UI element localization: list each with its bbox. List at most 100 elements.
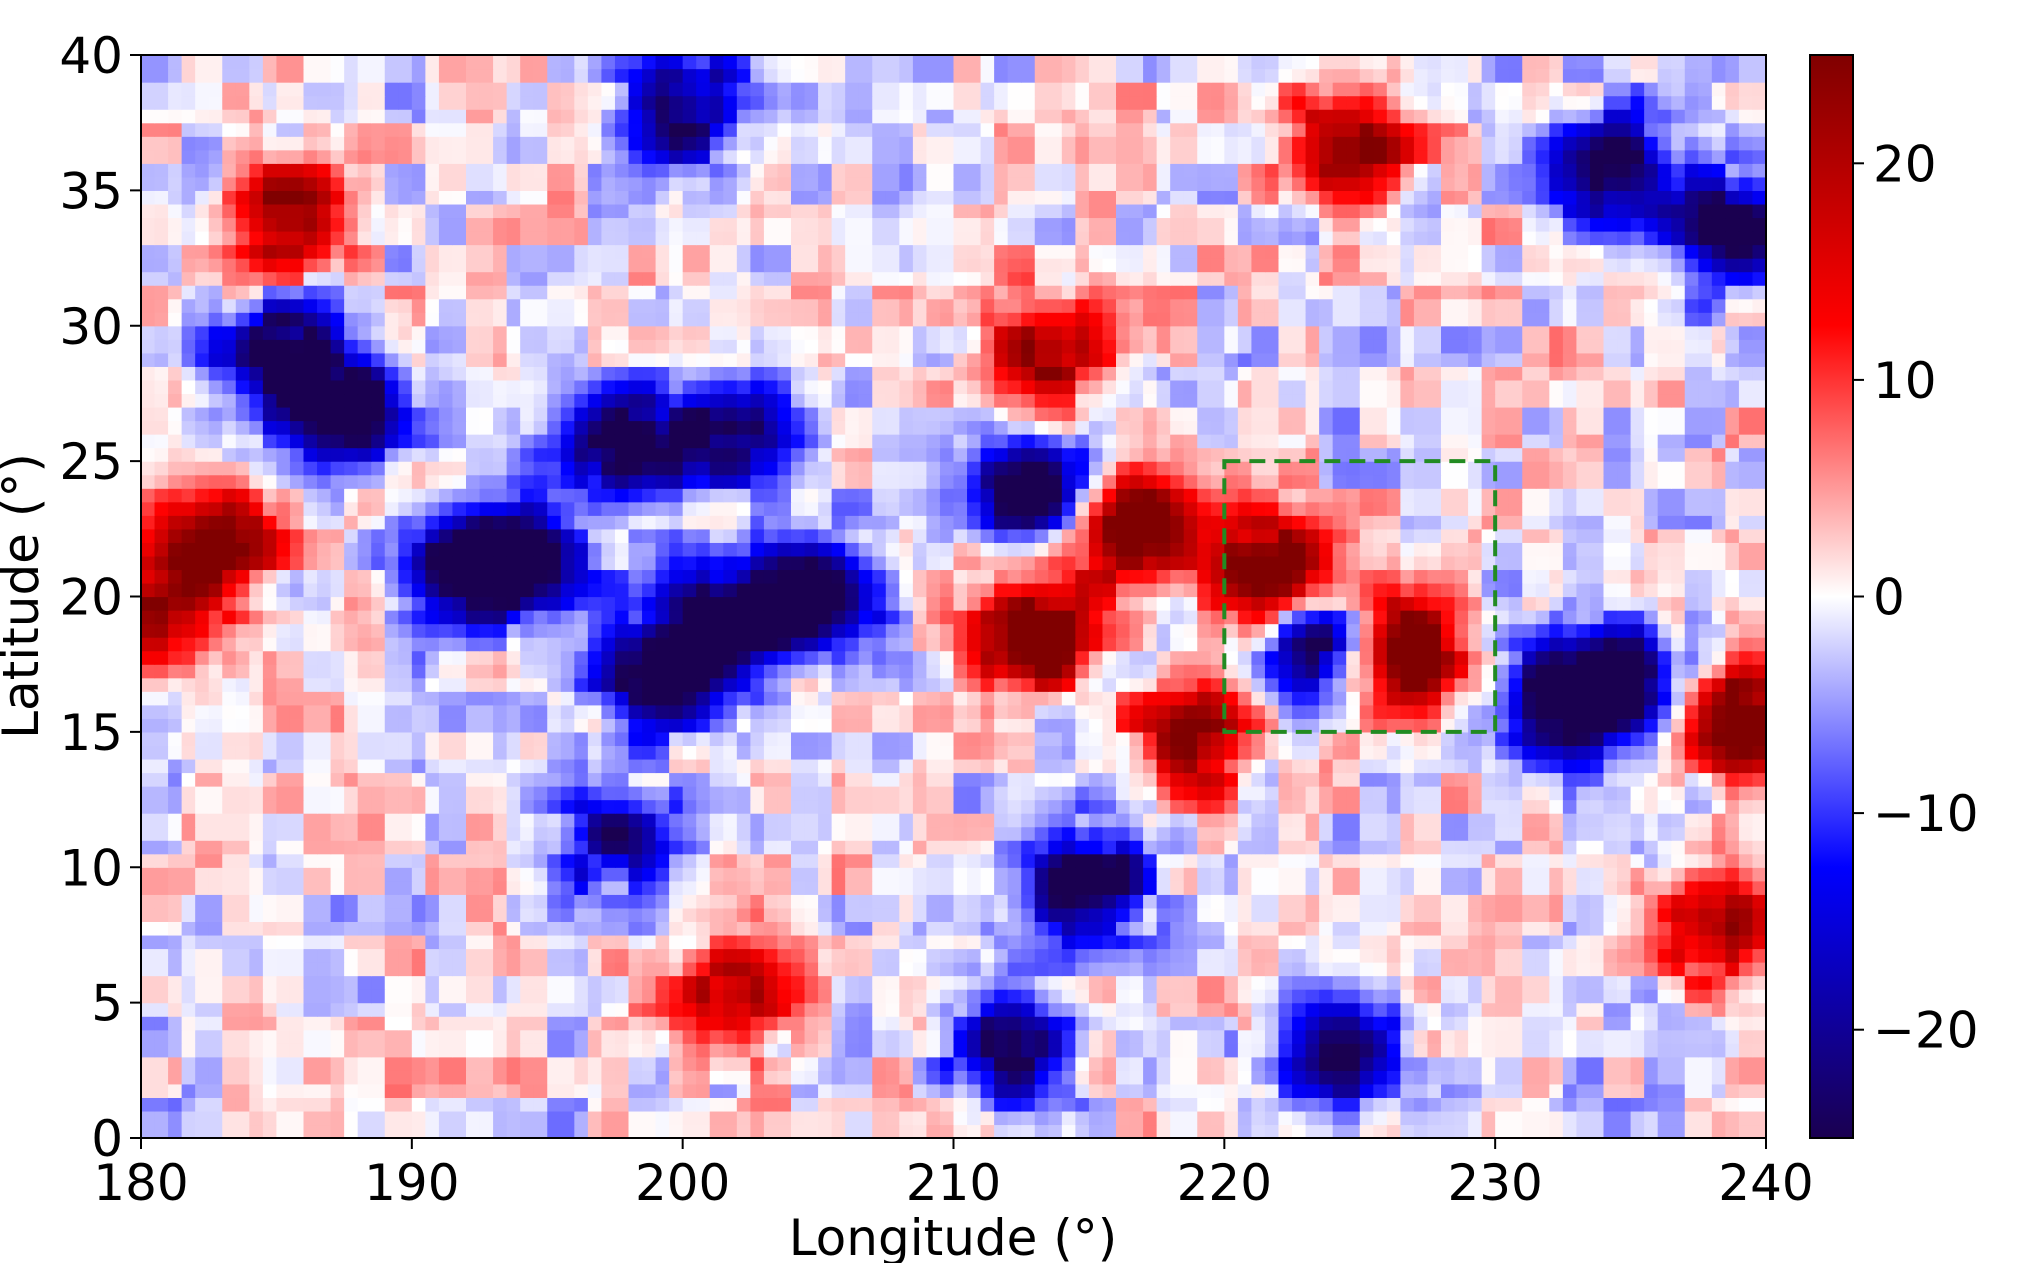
heatmap-cell — [1481, 650, 1496, 665]
heatmap-cell — [560, 853, 575, 868]
heatmap-cell — [858, 948, 873, 963]
heatmap-cell — [303, 1110, 318, 1126]
heatmap-cell — [547, 1124, 562, 1138]
heatmap-cell — [1102, 704, 1117, 719]
heatmap-cell — [1116, 745, 1131, 760]
heatmap-cell — [289, 934, 305, 950]
heatmap-cell — [547, 1029, 562, 1044]
heatmap-cell — [1630, 786, 1645, 801]
heatmap-cell — [872, 718, 887, 733]
heatmap-cell — [804, 826, 819, 841]
heatmap-cell — [1332, 1124, 1347, 1138]
heatmap-cell — [1684, 1124, 1699, 1138]
heatmap-cell — [141, 921, 156, 936]
heatmap-cell — [317, 948, 332, 963]
heatmap-cell — [452, 704, 467, 719]
heatmap-cell — [384, 840, 399, 855]
heatmap-cell — [411, 934, 426, 950]
heatmap-cell — [276, 745, 291, 760]
heatmap-cell — [425, 1029, 440, 1044]
heatmap-cell — [181, 704, 196, 719]
heatmap-cell — [723, 948, 738, 963]
heatmap-cell — [1589, 813, 1605, 828]
heatmap-cell — [1752, 1083, 1766, 1098]
heatmap-cell — [736, 989, 751, 1004]
heatmap-cell — [1373, 921, 1388, 936]
heatmap-cell — [357, 880, 372, 895]
heatmap-cell — [1400, 867, 1415, 882]
heatmap-cell — [493, 664, 508, 679]
heatmap-cell — [384, 664, 399, 679]
heatmap-cell — [1264, 880, 1280, 895]
heatmap-cell — [1386, 731, 1401, 747]
heatmap-cell — [506, 1056, 521, 1071]
heatmap-cell — [709, 569, 724, 584]
heatmap-cell — [506, 745, 521, 760]
heatmap-cell — [1400, 799, 1415, 814]
heatmap-cell — [1183, 650, 1198, 665]
heatmap-cell — [1102, 623, 1117, 638]
heatmap-cell — [1116, 948, 1131, 963]
heatmap-cell — [763, 962, 779, 977]
heatmap-cell — [899, 1056, 914, 1071]
heatmap-cell — [1021, 853, 1036, 868]
heatmap-cell — [357, 907, 372, 922]
heatmap-cell — [885, 758, 900, 774]
heatmap-cell — [1698, 664, 1713, 679]
heatmap-cell — [222, 1016, 237, 1031]
heatmap-cell — [1224, 1083, 1239, 1098]
heatmap-cell — [222, 1124, 237, 1138]
heatmap-cell — [547, 650, 562, 665]
heatmap-cell — [141, 637, 156, 652]
heatmap-cell — [1116, 1110, 1131, 1126]
heatmap-cell — [858, 569, 873, 584]
heatmap-cell — [235, 664, 250, 679]
heatmap-cell — [1617, 1029, 1632, 1044]
heatmap-cell — [168, 1097, 183, 1112]
heatmap-cell — [411, 907, 426, 922]
heatmap-cell — [1738, 637, 1754, 652]
heatmap-cell — [1183, 1029, 1198, 1044]
heatmap-cell — [520, 867, 535, 882]
heatmap-cell — [547, 826, 562, 841]
heatmap-cell — [506, 610, 521, 625]
heatmap-cell — [1386, 596, 1401, 611]
heatmap-cell — [791, 731, 806, 747]
heatmap-cell — [1197, 786, 1212, 801]
heatmap-cell — [1359, 731, 1374, 747]
heatmap-cell — [1644, 786, 1659, 801]
heatmap-cell — [235, 745, 250, 760]
heatmap-cell — [181, 664, 196, 679]
heatmap-cell — [1007, 1016, 1022, 1031]
heatmap-cell — [344, 664, 359, 679]
heatmap-cell — [1088, 772, 1104, 787]
heatmap-cell — [1305, 704, 1320, 719]
heatmap-cell — [1305, 840, 1320, 855]
heatmap-cell — [1007, 786, 1022, 801]
heatmap-cell — [614, 894, 630, 909]
heatmap-cell — [953, 840, 968, 855]
heatmap-cell — [1048, 731, 1063, 747]
heatmap-cell — [195, 745, 210, 760]
heatmap-cell — [289, 650, 305, 665]
heatmap-cell — [1034, 934, 1049, 950]
heatmap-cell — [791, 1124, 806, 1138]
heatmap-cell — [1373, 650, 1388, 665]
heatmap-cell — [357, 813, 372, 828]
heatmap-cell — [1224, 962, 1239, 977]
heatmap-cell — [804, 718, 819, 733]
heatmap-cell — [574, 1083, 589, 1098]
heatmap-cell — [642, 1056, 657, 1071]
heatmap-cell — [425, 582, 440, 598]
heatmap-cell — [1644, 880, 1659, 895]
heatmap-cell — [642, 1110, 657, 1126]
heatmap-cell — [682, 907, 697, 922]
heatmap-cell — [939, 840, 955, 855]
heatmap-cell — [1183, 610, 1198, 625]
heatmap-cell — [804, 948, 819, 963]
heatmap-cell — [1061, 1097, 1076, 1112]
heatmap-cell — [1644, 826, 1659, 841]
heatmap-cell — [276, 664, 291, 679]
heatmap-cell — [939, 799, 955, 814]
heatmap-cell — [1183, 1002, 1198, 1017]
